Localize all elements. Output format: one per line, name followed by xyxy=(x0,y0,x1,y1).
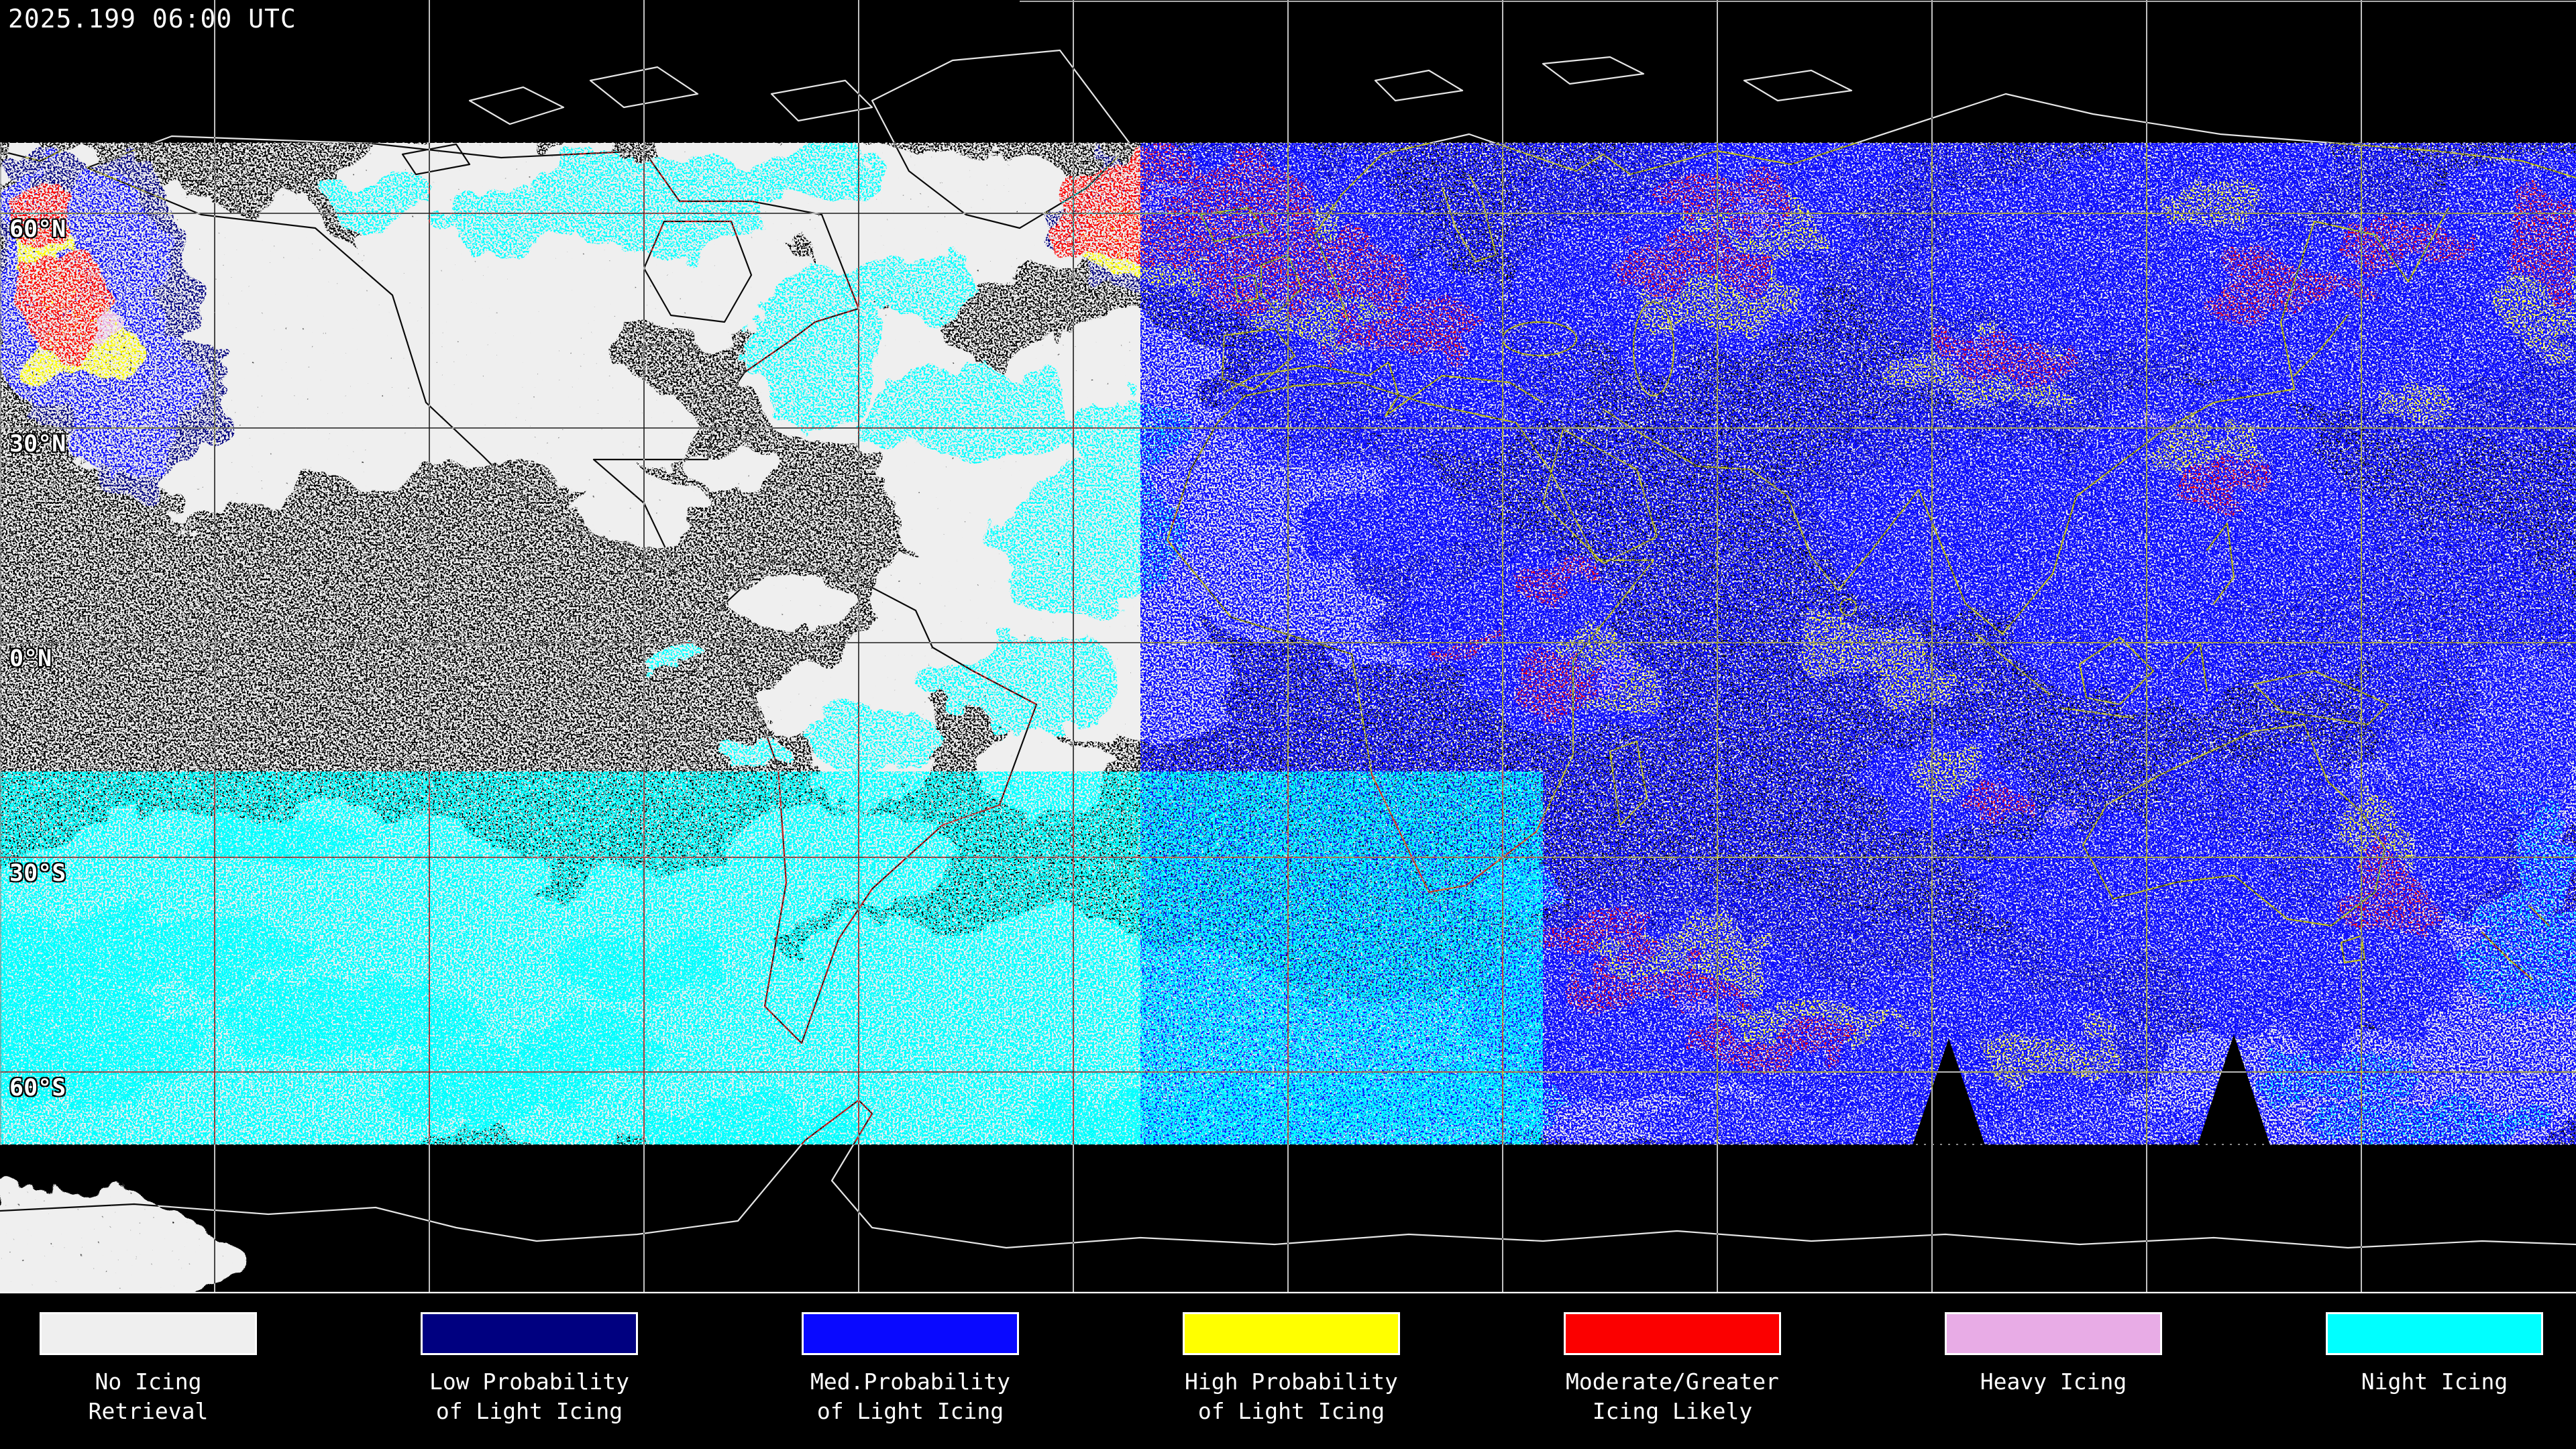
legend-item-heavy: Heavy Icing xyxy=(1872,1293,2235,1397)
legend-label: Low Probability xyxy=(429,1367,629,1397)
latitude-label-60s: 60°S xyxy=(9,1075,66,1102)
legend-swatch-med-prob xyxy=(802,1312,1019,1355)
legend-swatch-low-prob xyxy=(421,1312,638,1355)
legend-label: High Probability xyxy=(1185,1367,1398,1397)
latitude-label-30s: 30°S xyxy=(9,860,66,887)
legend-label: No Icing xyxy=(95,1367,202,1397)
legend-swatch-moderate xyxy=(1564,1312,1781,1355)
timestamp: 2025.199 06:00 UTC xyxy=(8,4,297,34)
world-icing-map xyxy=(0,0,2576,1293)
legend-item-night: Night Icing xyxy=(2253,1293,2576,1397)
legend-label: of Light Icing xyxy=(1198,1397,1385,1426)
legend: No Icing Retrieval Low Probability of Li… xyxy=(0,1293,2576,1449)
legend-swatch-night xyxy=(2326,1312,2543,1355)
legend-label: Moderate/Greater xyxy=(1566,1367,1779,1397)
legend-item-low-prob: Low Probability of Light Icing xyxy=(348,1293,710,1426)
legend-label: Retrieval xyxy=(89,1397,209,1426)
latitude-label-60n: 60°N xyxy=(9,216,66,243)
legend-swatch-heavy xyxy=(1945,1312,2162,1355)
legend-label: Night Icing xyxy=(2361,1367,2508,1397)
legend-item-med-prob: Med.Probability of Light Icing xyxy=(729,1293,1091,1426)
legend-item-high-prob: High Probability of Light Icing xyxy=(1110,1293,1472,1426)
legend-label: Icing Likely xyxy=(1593,1397,1752,1426)
legend-swatch-no-icing xyxy=(40,1312,257,1355)
latitude-label-0n: 0°N xyxy=(9,645,52,672)
icing-product-screen: 2025.199 06:00 UTC 60°N 30°N 0°N 30°S 60… xyxy=(0,0,2576,1449)
legend-item-no-icing: No Icing Retrieval xyxy=(0,1293,329,1426)
legend-swatch-high-prob xyxy=(1183,1312,1400,1355)
legend-label: Med.Probability xyxy=(810,1367,1010,1397)
legend-label: Heavy Icing xyxy=(1980,1367,2127,1397)
legend-item-moderate: Moderate/Greater Icing Likely xyxy=(1491,1293,1854,1426)
latitude-label-30n: 30°N xyxy=(9,431,66,458)
legend-label: of Light Icing xyxy=(436,1397,623,1426)
legend-label: of Light Icing xyxy=(817,1397,1004,1426)
